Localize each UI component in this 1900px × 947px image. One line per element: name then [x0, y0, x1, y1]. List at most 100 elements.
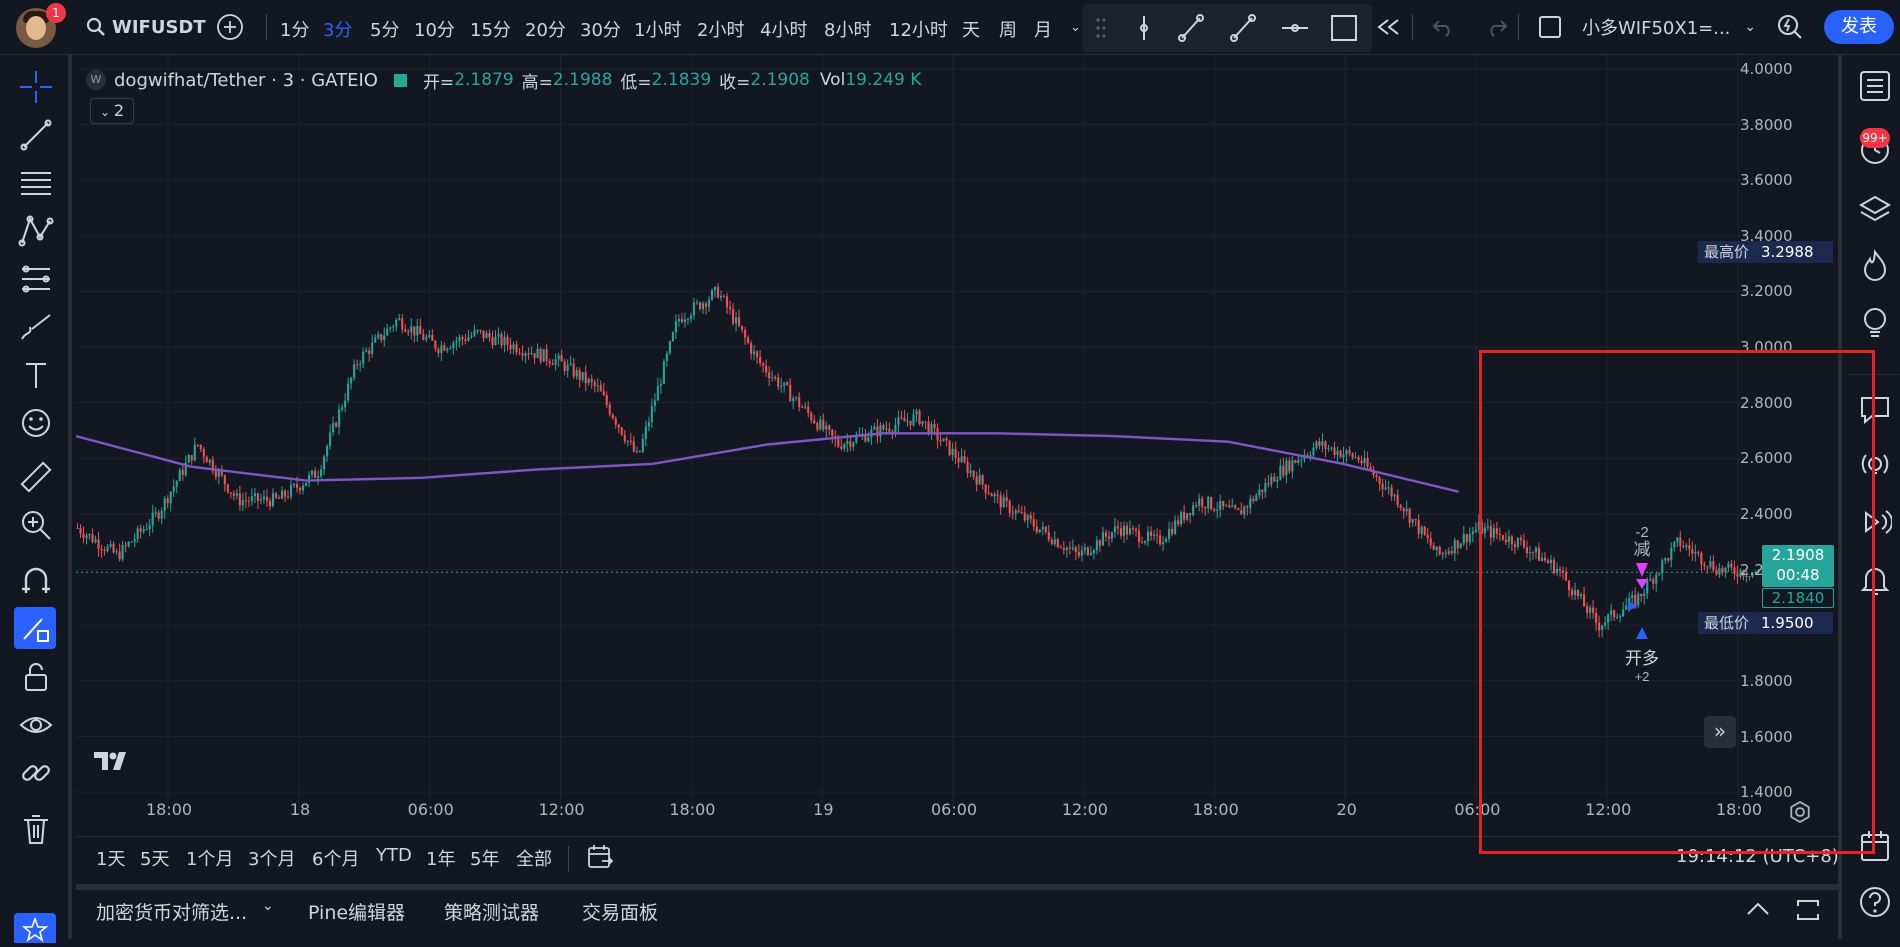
timeframe-dropdown-icon[interactable]: ⌄ [1070, 19, 1081, 35]
candle-body [1171, 528, 1174, 534]
ruler-icon[interactable] [18, 459, 54, 495]
forecast-icon[interactable] [18, 261, 54, 297]
streams-icon[interactable] [1858, 449, 1892, 483]
candle-body [626, 440, 629, 442]
publish-button[interactable]: 发表 [1824, 10, 1894, 44]
hot-list-icon[interactable] [1858, 249, 1892, 283]
candle-body [1537, 547, 1541, 561]
timeframe-6[interactable]: 20分 [525, 20, 566, 41]
range-8[interactable]: 5年 [470, 849, 500, 870]
trend-line-icon[interactable] [18, 117, 54, 153]
range-5[interactable]: 6个月 [312, 849, 360, 870]
chat-icon[interactable] [1858, 393, 1892, 427]
timeframe-8[interactable]: 1小时 [634, 20, 682, 41]
help-icon[interactable] [1858, 885, 1892, 919]
candle-body [220, 470, 223, 476]
candle-body [1724, 567, 1727, 573]
favorites-button[interactable] [14, 913, 56, 943]
timeframe-3[interactable]: 5分 [370, 20, 400, 41]
maximize-panel-icon[interactable] [1794, 898, 1822, 922]
emoji-icon[interactable] [18, 405, 54, 441]
range-3[interactable]: 1个月 [186, 849, 234, 870]
candle-body [855, 435, 858, 443]
pattern-icon[interactable] [18, 213, 54, 249]
chevron-down-icon[interactable]: ⌄ [262, 898, 274, 914]
range-9[interactable]: 全部 [516, 849, 552, 870]
candle-body [719, 295, 723, 298]
lock-icon[interactable] [18, 659, 54, 695]
range-2[interactable]: 5天 [140, 849, 170, 870]
candle-body [789, 384, 792, 402]
timeframe-9[interactable]: 2小时 [697, 20, 745, 41]
timeframe-5[interactable]: 15分 [470, 20, 511, 41]
watchlist-icon[interactable] [1858, 69, 1892, 103]
undo-button[interactable] [1432, 0, 1454, 54]
candle-body [455, 341, 458, 343]
bottom-tab-3[interactable]: 策略测试器 [444, 902, 540, 924]
candle-body [771, 377, 774, 379]
replay-button[interactable] [1376, 0, 1402, 54]
layout-button[interactable] [1538, 0, 1562, 54]
candle-body [1038, 529, 1041, 533]
timeframe-2[interactable]: 3分 [323, 20, 353, 41]
layers-icon[interactable] [1858, 193, 1892, 227]
candle-body [1156, 534, 1159, 536]
calendar-icon[interactable] [1858, 829, 1892, 863]
candle-body [332, 423, 335, 433]
eye-icon[interactable] [18, 707, 54, 743]
symbol-search[interactable]: WIFUSDT [86, 0, 206, 54]
chevron-up-icon[interactable] [1744, 898, 1772, 920]
lightning-search-icon [1778, 15, 1802, 39]
candle-body [813, 420, 816, 424]
timeframe-11[interactable]: 8小时 [824, 20, 872, 41]
redo-button[interactable] [1486, 0, 1508, 54]
bottom-tab-2[interactable]: Pine编辑器 [308, 902, 406, 924]
divider [266, 14, 267, 40]
candle-body [801, 406, 804, 408]
tradingview-logo-icon[interactable] [92, 748, 136, 774]
candle-body [957, 457, 960, 463]
scroll-to-realtime-button[interactable]: » [1704, 716, 1736, 748]
axis-settings-icon[interactable] [1788, 800, 1812, 824]
pencil-lock-icon [23, 618, 49, 642]
timeframe-1[interactable]: 1分 [280, 20, 310, 41]
timeframe-13[interactable]: 天 [962, 20, 980, 41]
chart-title[interactable]: dogwifhat/Tether · 3 · GATEIO [114, 69, 378, 91]
candle-body [509, 344, 512, 350]
range-7[interactable]: 1年 [426, 849, 456, 870]
stay-in-drawing-mode-button[interactable] [14, 607, 56, 649]
crosshair-icon[interactable] [18, 69, 54, 105]
candle-body [822, 419, 825, 430]
ideas-icon[interactable] [1858, 305, 1892, 339]
compare-button[interactable] [216, 0, 244, 54]
divider [568, 846, 569, 872]
timeframe-12[interactable]: 12小时 [889, 20, 948, 41]
text-icon[interactable] [18, 357, 54, 393]
time-tick-label: 12:00 [1585, 800, 1632, 819]
range-1[interactable]: 1天 [96, 849, 126, 870]
goto-date-icon[interactable] [586, 843, 614, 871]
indicator-collapse-button[interactable]: ⌄ 2 [90, 98, 134, 124]
range-6[interactable]: YTD [376, 845, 412, 866]
top-toolbar [0, 0, 1900, 55]
quick-search-button[interactable] [1776, 0, 1804, 54]
timeframe-7[interactable]: 30分 [580, 20, 621, 41]
candle-body [1610, 610, 1613, 615]
open-long-qty-label: +2 [1635, 669, 1650, 684]
timeframe-14[interactable]: 周 [999, 20, 1017, 41]
bottom-tab-4[interactable]: 交易面板 [582, 902, 659, 924]
timeframe-4[interactable]: 10分 [414, 20, 455, 41]
bottom-tab-1[interactable]: 加密货币对筛选... [96, 902, 248, 924]
timeframe-15[interactable]: 月 [1034, 20, 1052, 41]
link-icon[interactable] [18, 755, 54, 791]
range-4[interactable]: 3个月 [248, 849, 296, 870]
zoom-in-icon[interactable] [18, 507, 54, 543]
trash-icon[interactable] [18, 811, 54, 847]
fib-lines-icon[interactable] [18, 165, 54, 201]
timeframe-10[interactable]: 4小时 [760, 20, 808, 41]
magnet-icon[interactable] [18, 563, 54, 599]
brush-icon[interactable] [18, 309, 54, 345]
candle-body [1153, 534, 1156, 536]
strategy-selector[interactable]: 小多WIF50X1=... ⌄ [1582, 0, 1756, 54]
